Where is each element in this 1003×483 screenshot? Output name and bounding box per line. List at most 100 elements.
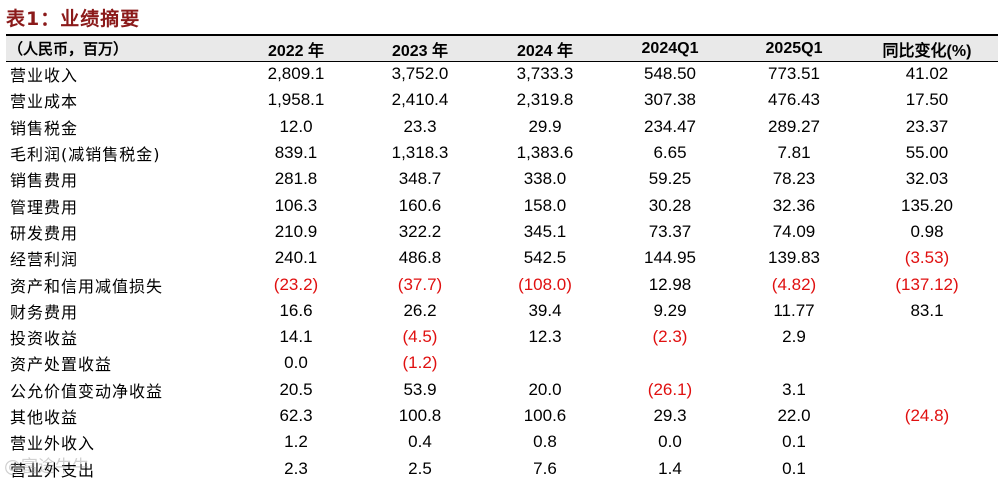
table-cell: (26.1) <box>647 379 693 399</box>
row-label: 销售税金 <box>10 118 79 138</box>
table-cell: 0.1 <box>782 458 806 478</box>
table-cell: 7.81 <box>777 143 811 163</box>
table-cell: 9.29 <box>653 300 687 320</box>
table-cell: 1.4 <box>658 458 682 478</box>
table-cell: 12.3 <box>528 327 562 347</box>
table-cell: (3.53) <box>904 248 950 268</box>
table-cell: 0.0 <box>658 432 682 452</box>
row-label: 营业外支出 <box>10 460 96 480</box>
table-cell: 32.03 <box>905 169 949 189</box>
table-cell: 2.3 <box>284 458 308 478</box>
table-cell: 32.36 <box>772 195 816 215</box>
table-cell: 139.83 <box>768 248 820 268</box>
table-cell <box>856 324 998 350</box>
header-rule <box>6 61 998 62</box>
table-cell: 234.47 <box>644 116 696 136</box>
table-cell: 7.6 <box>533 458 557 478</box>
table-cell: 26.2 <box>403 300 437 320</box>
table-cell: 548.50 <box>644 64 696 84</box>
table-cell: 1,958.1 <box>267 90 325 110</box>
table-cell: 16.6 <box>279 300 313 320</box>
earnings-summary-table: （人民币，百万） 2022 年 2023 年 2024 年 2024Q1 202… <box>6 36 998 482</box>
table-cell: 23.3 <box>403 116 437 136</box>
table-cell: 345.1 <box>523 221 567 241</box>
table-cell: 839.1 <box>274 143 318 163</box>
table-cell: 1,383.6 <box>516 143 574 163</box>
table-cell <box>482 350 608 376</box>
table-row: 公允价值变动净收益 20.5 53.9 20.0 (26.1) 3.1 <box>6 377 998 403</box>
table-cell: 55.00 <box>905 143 949 163</box>
table-cell <box>608 350 732 376</box>
table-cell: 78.23 <box>772 169 816 189</box>
table-row: 营业外收入 1.2 0.4 0.8 0.0 0.1 <box>6 429 998 455</box>
row-label: 营业外收入 <box>10 434 96 454</box>
header-2024: 2024 年 <box>516 42 574 60</box>
table-cell: 0.8 <box>533 432 557 452</box>
table-cell: 0.0 <box>284 353 308 373</box>
header-yoy-change: 同比变化(%) <box>882 42 972 60</box>
header-2023: 2023 年 <box>391 42 449 60</box>
table-row: 资产处置收益 0.0 (1.2) <box>6 350 998 376</box>
table-cell: 39.4 <box>528 300 562 320</box>
table-cell: 29.9 <box>528 116 562 136</box>
table-cell: 106.3 <box>274 195 318 215</box>
table-cell: 773.51 <box>768 64 820 84</box>
table-cell: 240.1 <box>274 248 318 268</box>
table-cell: (2.3) <box>652 327 688 347</box>
table-cell: 542.5 <box>523 248 567 268</box>
table-cell: 2.9 <box>782 327 806 347</box>
table-cell: 41.02 <box>905 64 949 84</box>
table-cell: 348.7 <box>398 169 442 189</box>
table-cell: 100.8 <box>398 406 442 425</box>
table-cell: 3.1 <box>782 379 806 399</box>
row-label: 销售费用 <box>10 171 79 191</box>
table-row: 营业收入 2,809.1 3,752.0 3,733.3 548.50 773.51 41.… <box>6 61 998 87</box>
row-label: 公允价值变动净收益 <box>10 381 164 401</box>
table-cell: 144.95 <box>644 248 696 268</box>
table-row: 研发费用 210.9 322.2 345.1 73.37 74.09 0.98 <box>6 219 998 245</box>
table-cell: 2,809.1 <box>267 64 325 84</box>
table-row: 管理费用 106.3 160.6 158.0 30.28 32.36 135.20 <box>6 192 998 218</box>
table-row: 投资收益 14.1 (4.5) 12.3 (2.3) 2.9 <box>6 324 998 350</box>
table-cell: (108.0) <box>518 274 572 294</box>
table-cell: 0.98 <box>910 221 944 241</box>
row-label: 营业收入 <box>10 66 79 86</box>
table-cell: 100.6 <box>523 406 567 425</box>
table-cell: 20.0 <box>528 379 562 399</box>
table-cell: 23.37 <box>905 116 949 136</box>
table-cell: 14.1 <box>279 327 313 347</box>
table-cell: 0.1 <box>782 432 806 452</box>
table-cell: (4.5) <box>402 327 438 347</box>
row-label: 经营利润 <box>10 250 79 270</box>
table-row: 财务费用 16.6 26.2 39.4 9.29 11.77 83.1 <box>6 298 998 324</box>
table-cell: 59.25 <box>648 169 692 189</box>
table-cell: 135.20 <box>901 195 953 215</box>
row-label: 营业成本 <box>10 92 79 112</box>
table-cell: 73.37 <box>648 221 692 241</box>
table-cell: 210.9 <box>274 221 318 241</box>
table-cell: 0.4 <box>408 432 432 452</box>
table-cell <box>732 350 856 376</box>
header-2022: 2022 年 <box>267 42 325 60</box>
table-cell: 2.5 <box>408 458 432 478</box>
table-cell: 12.0 <box>279 116 313 136</box>
table-cell: 289.27 <box>768 116 820 136</box>
table-cell: (137.12) <box>895 274 959 294</box>
table-cell: 12.98 <box>648 274 692 294</box>
table-cell: 11.77 <box>773 300 815 320</box>
table-cell: 1.2 <box>284 432 308 452</box>
table-row: 营业外支出 2.3 2.5 7.6 1.4 0.1 <box>6 455 998 481</box>
table-cell: 158.0 <box>523 195 567 215</box>
table-cell: (24.8) <box>904 406 950 425</box>
header-unit: （人民币，百万） <box>8 40 129 58</box>
row-label: 资产和信用减值损失 <box>10 276 164 296</box>
table-cell <box>856 350 998 376</box>
table-cell: 22.0 <box>777 406 811 425</box>
table-row: 销售税金 12.0 23.3 29.9 234.47 289.27 23.37 <box>6 114 998 140</box>
table-cell: 2,319.8 <box>516 90 574 110</box>
table-cell: 307.38 <box>644 90 696 110</box>
table-row: 毛利润(减销售税金) 839.1 1,318.3 1,383.6 6.65 7.81 55.… <box>6 140 998 166</box>
table-cell: 29.3 <box>653 406 687 425</box>
table-cell <box>856 429 998 455</box>
row-label: 管理费用 <box>10 197 79 217</box>
